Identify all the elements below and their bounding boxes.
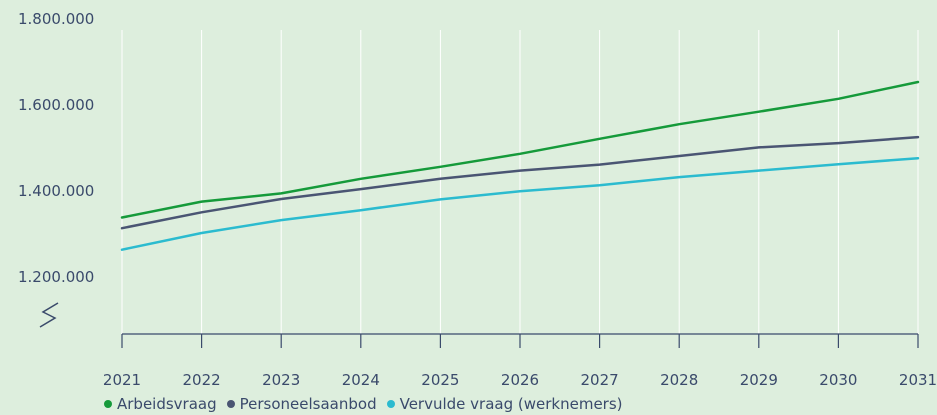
legend-item-arbeidsvraag: Arbeidsvraag <box>104 395 217 413</box>
legend-dot-icon <box>226 400 235 408</box>
axis-break-icon <box>39 302 59 328</box>
y-axis-ticks: 1.200.000 1.400.000 1.600.000 1.800.000 <box>18 10 94 286</box>
x-tick-label: 2031 <box>899 371 937 389</box>
x-tick-label: 2022 <box>183 371 221 389</box>
legend: Arbeidsvraag Personeelsaanbod Vervulde v… <box>104 395 623 413</box>
series-line-1 <box>120 135 920 230</box>
x-tick-label: 2027 <box>581 371 619 389</box>
legend-item-personeelsaanbod: Personeelsaanbod <box>226 395 377 413</box>
x-tick-label: 2030 <box>819 371 857 389</box>
y-tick-label: 1.200.000 <box>18 268 94 286</box>
y-tick-label: 1.400.000 <box>18 182 94 200</box>
x-tick-label: 2023 <box>262 371 300 389</box>
legend-dot-icon <box>104 400 112 408</box>
x-tick-label: 2026 <box>501 371 539 389</box>
x-axis <box>121 333 919 348</box>
legend-label: Arbeidsvraag <box>117 395 217 413</box>
y-tick-label: 1.600.000 <box>18 96 94 114</box>
x-tick-label: 2029 <box>740 371 778 389</box>
x-tick-label: 2025 <box>421 371 459 389</box>
series-lines <box>120 80 920 251</box>
x-tick-label: 2028 <box>660 371 698 389</box>
grid-lines <box>121 30 919 334</box>
legend-dot-icon <box>386 400 395 408</box>
series-line-2 <box>120 156 920 251</box>
legend-item-vervulde-vraag: Vervulde vraag (werknemers) <box>386 395 623 413</box>
y-tick-label: 1.800.000 <box>18 10 94 28</box>
x-axis-labels: 2021 2022 2023 2024 2025 2026 2027 2028 2029 2030… <box>103 371 937 389</box>
legend-label: Personeelsaanbod <box>239 395 377 413</box>
x-tick-label: 2024 <box>342 371 380 389</box>
x-tick-label: 2021 <box>103 371 141 389</box>
series-line-0 <box>120 80 920 219</box>
legend-label: Vervulde vraag (werknemers) <box>399 395 623 413</box>
